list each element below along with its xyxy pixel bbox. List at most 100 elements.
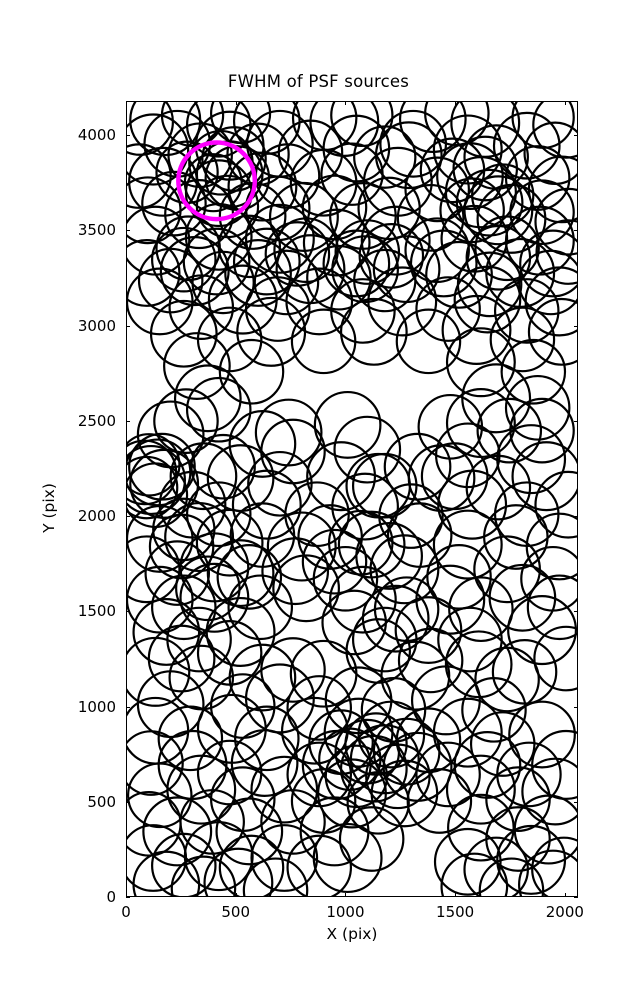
x-tick-mark <box>236 893 237 897</box>
y-axis-label: Y (pix) <box>40 483 58 533</box>
source-circle <box>196 620 263 686</box>
x-tick-mark <box>455 893 456 897</box>
source-circle <box>355 522 423 590</box>
source-circle <box>244 203 315 274</box>
source-circle <box>534 470 577 539</box>
source-circle <box>526 574 577 641</box>
y-tick-label: 3000 <box>77 316 116 335</box>
source-circle <box>453 265 522 334</box>
source-circle <box>169 442 238 511</box>
source-circle <box>415 741 481 808</box>
x-tick-label: 1000 <box>326 903 365 921</box>
plot-axes[interactable] <box>126 101 578 897</box>
source-circle <box>395 308 462 375</box>
source-circle <box>531 729 577 800</box>
source-circle <box>509 179 575 246</box>
source-circle <box>128 432 196 501</box>
source-circle <box>483 504 549 570</box>
source-circle <box>302 208 371 277</box>
y-tick-mark <box>126 707 130 708</box>
source-circle <box>136 400 205 469</box>
x-tick-mark <box>565 893 566 897</box>
y-tick-mark <box>574 707 578 708</box>
source-circle <box>500 338 567 405</box>
source-circle <box>127 730 184 796</box>
source-circle <box>461 363 532 434</box>
source-circle <box>463 836 529 896</box>
source-circle <box>179 562 250 633</box>
source-circle <box>361 584 430 653</box>
source-circle <box>533 625 577 692</box>
source-circle <box>489 306 556 373</box>
source-circle <box>321 589 387 656</box>
source-circle <box>129 448 200 519</box>
y-tick-mark <box>126 230 130 231</box>
source-circle <box>127 504 194 573</box>
source-circle <box>518 849 577 896</box>
source-circle <box>144 540 211 606</box>
source-circle <box>182 227 251 296</box>
source-circle <box>404 156 470 223</box>
y-tick-label: 0 <box>106 888 116 906</box>
x-tick-mark <box>565 101 566 105</box>
source-circle <box>367 266 438 337</box>
source-circle <box>264 221 331 287</box>
source-circle <box>227 151 298 222</box>
source-circle <box>534 187 577 256</box>
source-circle <box>425 240 493 309</box>
source-circle <box>493 278 560 344</box>
source-circle <box>312 822 383 894</box>
source-circle <box>409 229 478 298</box>
y-tick-mark <box>574 135 578 136</box>
source-circle <box>507 595 577 666</box>
source-circle <box>232 227 301 296</box>
selected-source-circle[interactable] <box>176 140 258 222</box>
source-circle <box>441 294 512 365</box>
y-tick-label: 4000 <box>77 126 116 145</box>
source-circle <box>504 374 571 441</box>
source-circle <box>286 675 353 741</box>
source-circle <box>485 766 551 832</box>
x-tick-mark <box>345 101 346 105</box>
source-circle <box>127 176 182 245</box>
source-circle <box>266 511 337 582</box>
source-circle <box>244 276 311 342</box>
x-tick-mark <box>345 893 346 897</box>
source-circle <box>142 796 213 867</box>
x-tick-mark <box>126 893 127 897</box>
source-circle <box>254 398 323 467</box>
source-circle <box>396 183 465 252</box>
source-circle <box>432 509 503 580</box>
source-circle <box>147 624 216 693</box>
source-circle <box>444 630 513 699</box>
y-tick-mark <box>126 516 130 517</box>
source-circle <box>218 834 285 896</box>
x-tick-mark <box>126 101 127 105</box>
source-circle <box>301 528 368 595</box>
y-tick-label: 2500 <box>77 411 116 430</box>
source-circle <box>474 215 540 282</box>
y-tick-label: 3500 <box>77 221 116 240</box>
source-circle <box>433 827 502 896</box>
source-circle <box>153 388 219 454</box>
source-circle <box>306 244 372 311</box>
source-circle <box>224 239 292 307</box>
x-tick-label: 0 <box>121 903 131 921</box>
source-circle <box>508 700 576 769</box>
source-circle <box>184 202 253 271</box>
source-circle <box>306 441 377 512</box>
x-tick-label: 1500 <box>436 903 475 921</box>
source-circle <box>151 574 217 641</box>
source-circle <box>465 224 532 291</box>
source-circle <box>127 444 186 516</box>
source-circle <box>127 535 181 604</box>
source-circle <box>275 234 346 305</box>
source-circle <box>331 472 399 541</box>
source-circle <box>511 441 577 512</box>
source-circle <box>439 177 505 244</box>
source-circle <box>322 229 391 298</box>
y-tick-mark <box>574 421 578 422</box>
source-circle <box>397 627 464 694</box>
source-circle <box>170 855 237 896</box>
y-tick-mark <box>126 802 130 803</box>
